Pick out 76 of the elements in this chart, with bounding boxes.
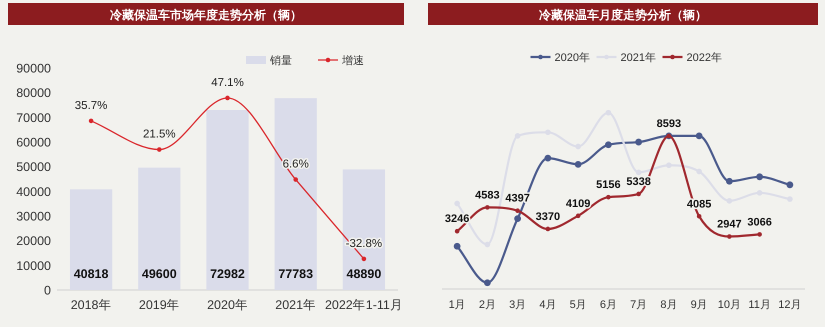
point xyxy=(606,194,611,200)
data-label: 3246 xyxy=(444,213,470,226)
x-tick-label: 2019年 xyxy=(138,298,180,312)
point xyxy=(786,181,794,188)
x-tick-label: 1月 xyxy=(448,299,466,311)
y-tick-label: 0 xyxy=(44,284,52,298)
x-tick-label: 3月 xyxy=(509,299,526,311)
chart-title: 冷藏保温车市场年度走势分析（辆） xyxy=(110,8,302,22)
data-label: 5156 xyxy=(596,179,621,192)
x-tick-label: 6月 xyxy=(600,299,617,311)
point xyxy=(727,234,732,239)
y-tick-label: 90000 xyxy=(16,62,52,76)
point xyxy=(636,192,641,196)
point xyxy=(696,132,703,140)
point xyxy=(635,138,642,146)
point xyxy=(576,214,580,218)
x-tick-label: 12月 xyxy=(778,299,802,311)
point xyxy=(726,178,733,185)
data-label: 47.1% xyxy=(211,76,244,89)
data-label: 35.7% xyxy=(74,100,108,112)
x-tick-label: 2020年 xyxy=(207,298,248,312)
point xyxy=(225,96,230,100)
x-tick-label: 2018年 xyxy=(70,298,112,312)
y-tick-label: 80000 xyxy=(16,86,52,100)
legend-label: 销量 xyxy=(269,55,292,67)
data-label: 21.5% xyxy=(142,128,176,141)
x-tick-label: 8月 xyxy=(660,299,678,311)
data-label: 3066 xyxy=(747,216,772,228)
x-tick-label: 9月 xyxy=(690,299,708,311)
data-label: 48890 xyxy=(346,267,382,281)
y-tick-label: 70000 xyxy=(16,110,52,125)
data-label: 72982 xyxy=(210,267,245,281)
point xyxy=(515,208,520,213)
point xyxy=(756,173,764,180)
data-label: 8593 xyxy=(656,118,682,130)
chart-title: 冷藏保温车月度走势分析（辆） xyxy=(539,8,707,22)
x-tick-label: 2月 xyxy=(478,299,496,311)
data-label: 4583 xyxy=(475,189,500,202)
legend-label: 2020年 xyxy=(554,52,590,64)
point xyxy=(604,141,612,148)
x-tick-label: 10月 xyxy=(718,299,741,311)
data-label: 77783 xyxy=(278,267,314,281)
point xyxy=(514,215,522,222)
point xyxy=(546,226,550,232)
y-tick-label: 30000 xyxy=(16,210,52,224)
data-label: 49600 xyxy=(142,267,177,281)
x-tick-label: 7月 xyxy=(630,299,648,311)
point xyxy=(362,256,366,262)
y-tick-label: 20000 xyxy=(16,234,52,248)
y-tick-label: 60000 xyxy=(16,136,52,150)
point xyxy=(454,228,460,234)
data-label: 3370 xyxy=(536,210,560,223)
data-label: 2947 xyxy=(717,218,742,231)
point xyxy=(88,118,94,124)
point xyxy=(454,242,461,250)
point xyxy=(293,177,298,182)
legend-label: 2022年 xyxy=(686,52,722,64)
y-tick-label: 50000 xyxy=(16,160,52,174)
x-tick-label: 4月 xyxy=(539,299,556,311)
x-tick-label: 11月 xyxy=(748,299,771,311)
legend-label: 增速 xyxy=(341,54,364,67)
point xyxy=(757,232,762,237)
data-label: 4109 xyxy=(566,198,590,210)
x-tick-label: 2022年1-11月 xyxy=(324,298,403,312)
legend-label: 2021年 xyxy=(620,52,656,64)
point xyxy=(696,214,702,219)
x-tick-label: 5月 xyxy=(570,299,587,311)
point xyxy=(544,154,552,162)
data-label: 40818 xyxy=(74,267,109,281)
y-tick-label: 40000 xyxy=(16,184,52,199)
point xyxy=(485,205,490,210)
y-tick-label: 10000 xyxy=(16,258,52,273)
x-tick-label: 2021年 xyxy=(275,298,316,312)
point xyxy=(157,147,162,152)
point xyxy=(484,279,491,286)
point xyxy=(574,160,582,168)
